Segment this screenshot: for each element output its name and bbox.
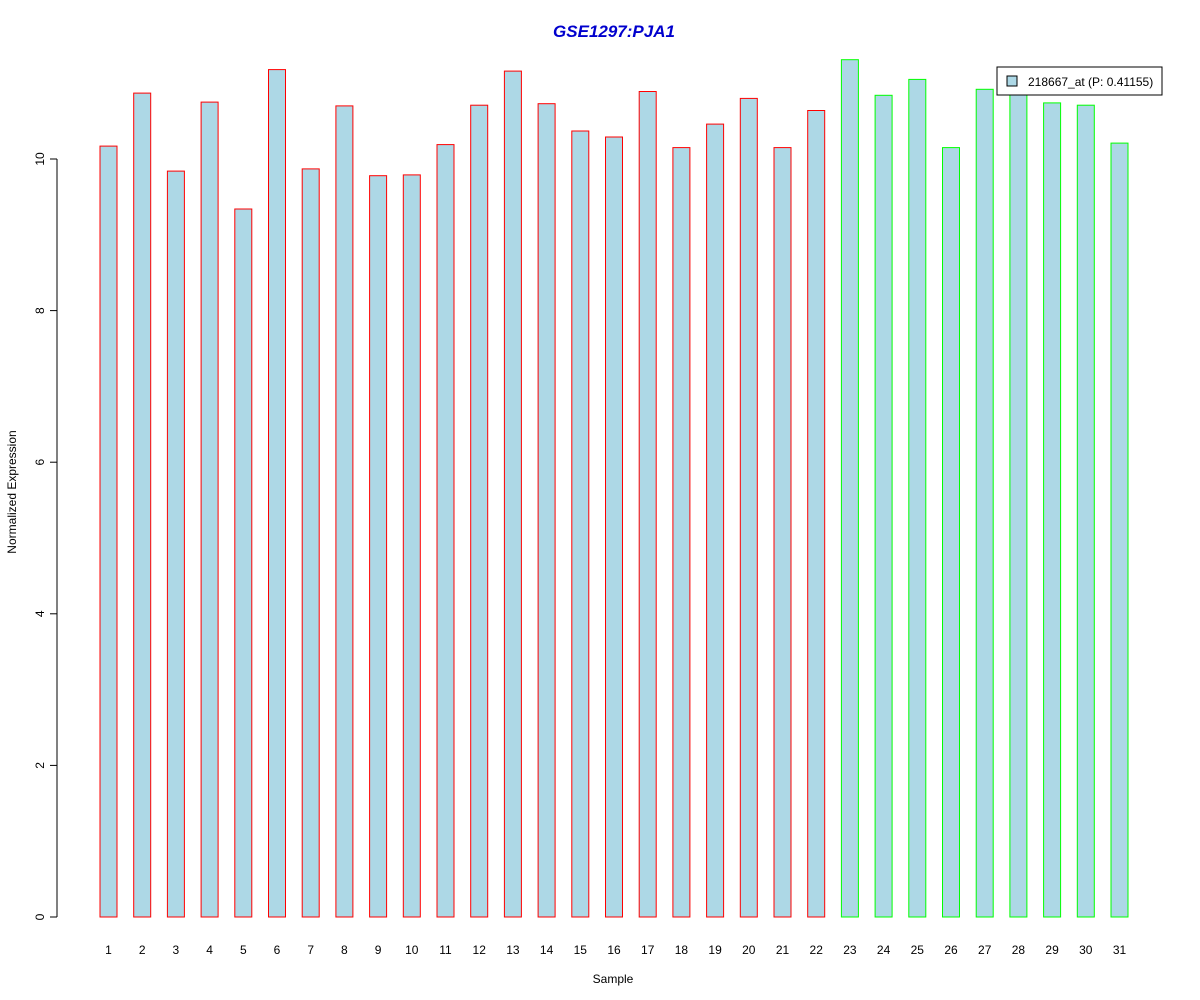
x-tick-label: 11 <box>439 943 452 957</box>
bar-sample-2 <box>133 92 152 918</box>
bar-sample-26 <box>942 147 960 918</box>
y-tick-label: 4 <box>33 610 47 617</box>
bar-sample-19 <box>706 123 725 918</box>
bar-sample-15 <box>571 130 590 918</box>
x-tick-label: 13 <box>506 943 520 957</box>
x-tick-label: 10 <box>405 943 419 957</box>
y-tick-label: 10 <box>33 152 47 166</box>
bar-sample-31 <box>1110 142 1129 918</box>
bar-sample-27 <box>975 88 994 918</box>
y-tick-label: 0 <box>33 913 47 920</box>
bar-sample-22 <box>807 110 826 918</box>
x-tick-label: 18 <box>675 943 689 957</box>
bar-sample-25 <box>908 78 927 918</box>
x-tick-label: 27 <box>978 943 992 957</box>
x-tick-label: 28 <box>1012 943 1026 957</box>
y-ticks: 0 2 4 6 8 10 <box>33 152 57 920</box>
bar-sample-20 <box>739 97 758 918</box>
bar-sample-8 <box>335 105 354 918</box>
x-tick-label: 21 <box>776 943 790 957</box>
bar-sample-4 <box>200 101 219 918</box>
bar-sample-7 <box>301 168 320 918</box>
x-tick-label: 17 <box>641 943 655 957</box>
bar-sample-14 <box>537 103 556 918</box>
y-axis: 0 2 4 6 8 10 <box>33 152 58 920</box>
bar-sample-12 <box>470 104 489 918</box>
x-tick-label: 3 <box>173 943 180 957</box>
bar-sample-17 <box>638 91 657 918</box>
x-tick-label: 4 <box>206 943 213 957</box>
bar-sample-29 <box>1043 102 1062 918</box>
x-tick-label: 15 <box>574 943 588 957</box>
bar-sample-5 <box>234 208 253 918</box>
x-tick-label: 30 <box>1079 943 1093 957</box>
x-tick-label: 25 <box>911 943 925 957</box>
x-tick-label: 9 <box>375 943 382 957</box>
bar-sample-11 <box>436 144 455 918</box>
x-tick-labels: 1 2 3 4 5 6 7 8 9 10 11 12 13 14 15 16 17 18 19 20 21 22 23 24 2… <box>105 943 1126 957</box>
x-tick-label: 24 <box>877 943 891 957</box>
bar-sample-10 <box>402 174 421 918</box>
x-tick-label: 31 <box>1113 943 1127 957</box>
bar-sample-28 <box>1009 93 1028 918</box>
bar-sample-13 <box>503 70 522 918</box>
x-tick-label: 29 <box>1045 943 1059 957</box>
bar-sample-18 <box>672 147 691 918</box>
x-tick-label: 7 <box>307 943 314 957</box>
bars <box>99 59 1129 918</box>
bar-sample-16 <box>605 136 623 918</box>
chart-title: GSE1297:PJA1 <box>553 22 675 41</box>
x-tick-label: 26 <box>944 943 958 957</box>
legend: 218667_at (P: 0.41155) <box>996 66 1163 96</box>
y-tick-label: 2 <box>33 762 47 769</box>
x-tick-label: 19 <box>708 943 722 957</box>
x-tick-label: 6 <box>274 943 281 957</box>
bar-sample-9 <box>369 175 388 918</box>
x-tick-label: 12 <box>473 943 487 957</box>
y-tick-label: 6 <box>33 459 47 466</box>
x-tick-label: 14 <box>540 943 554 957</box>
legend-label: 218667_at (P: 0.41155) <box>1028 75 1153 89</box>
x-axis-title: Sample <box>593 972 634 986</box>
x-tick-label: 1 <box>105 943 112 957</box>
x-tick-label: 23 <box>843 943 857 957</box>
y-tick-label: 8 <box>33 307 47 314</box>
bar-sample-24 <box>874 94 893 918</box>
x-tick-label: 2 <box>139 943 146 957</box>
x-tick-label: 8 <box>341 943 348 957</box>
x-tick-label: 20 <box>742 943 756 957</box>
bar-sample-30 <box>1076 104 1095 918</box>
bar-sample-23 <box>840 59 859 918</box>
x-tick-label: 16 <box>607 943 621 957</box>
y-axis-title: Normalized Expression <box>5 430 19 553</box>
bar-sample-6 <box>268 69 286 918</box>
legend-box <box>996 66 1163 96</box>
x-tick-label: 5 <box>240 943 247 957</box>
bar-sample-3 <box>166 170 185 918</box>
bar-sample-21 <box>773 147 792 918</box>
legend-swatch <box>1006 75 1018 87</box>
bar-sample-1 <box>99 145 118 918</box>
x-tick-label: 22 <box>810 943 824 957</box>
